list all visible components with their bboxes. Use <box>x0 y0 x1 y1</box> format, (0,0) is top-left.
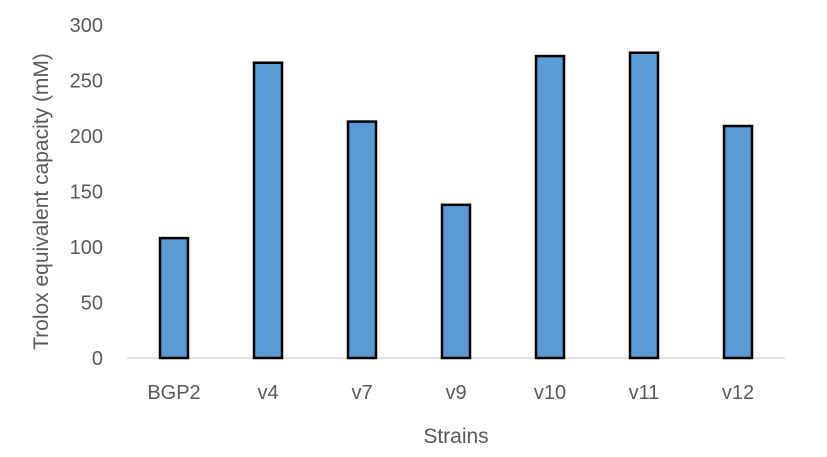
y-tick-label: 300 <box>70 15 103 37</box>
bar-v11 <box>628 51 660 360</box>
y-tick-label: 250 <box>70 71 103 93</box>
x-tick-label: v7 <box>351 382 372 404</box>
x-tick-label: v9 <box>445 382 466 404</box>
y-axis-ticks: 0 50 100 150 200 250 300 <box>70 15 103 370</box>
x-axis-title: Strains <box>423 425 488 448</box>
bar-v7 <box>346 120 378 360</box>
x-tick-label: v4 <box>257 382 278 404</box>
y-tick-label: 50 <box>81 293 103 315</box>
bar-bgp2 <box>158 236 190 360</box>
x-tick-label: v11 <box>629 382 660 404</box>
bar-v12 <box>722 124 754 360</box>
y-tick-label: 150 <box>70 182 103 204</box>
x-tick-label: v10 <box>534 382 566 404</box>
y-axis-title: Trolox equivalent capacity (mM) <box>30 53 53 350</box>
y-tick-label: 100 <box>70 237 103 259</box>
y-tick-label: 200 <box>70 126 103 148</box>
bar-v4 <box>252 61 284 360</box>
bar-v10 <box>534 54 566 360</box>
bar-v9 <box>440 203 472 360</box>
bar-series <box>158 51 754 360</box>
x-axis-ticks: BGP2 v4 v7 v9 v10 v11 v12 <box>147 382 754 404</box>
x-tick-label: v12 <box>722 382 754 404</box>
y-tick-label: 0 <box>92 348 103 370</box>
x-tick-label: BGP2 <box>147 382 200 404</box>
